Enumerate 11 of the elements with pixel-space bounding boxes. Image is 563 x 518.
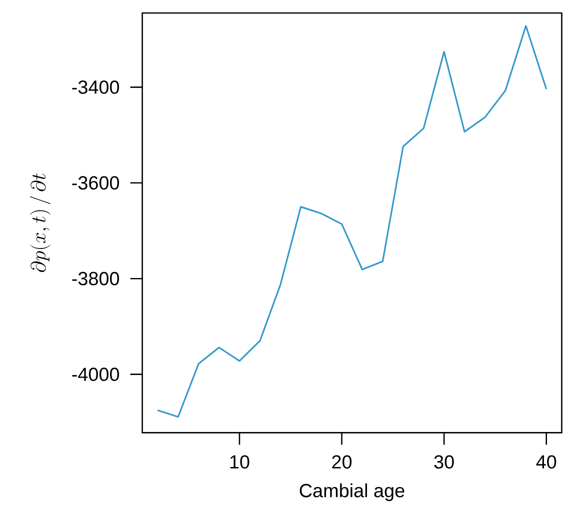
x-tick-label: 20 (332, 455, 352, 469)
y-tick-label: -3800 (72, 272, 120, 286)
y-tick-label: -3400 (72, 80, 120, 94)
y-axis-title: $\partial p(x, t) \,/\, \partial t$ (30, 174, 51, 272)
x-axis-title: Cambial age (300, 483, 404, 502)
x-tick-label: 30 (434, 455, 454, 469)
x-tick-label: 40 (536, 455, 556, 469)
y-tick-label: -3600 (72, 176, 120, 190)
x-tick-label: 10 (230, 455, 250, 469)
line-series (156, 25, 548, 418)
y-tick-label: -4000 (72, 368, 120, 382)
